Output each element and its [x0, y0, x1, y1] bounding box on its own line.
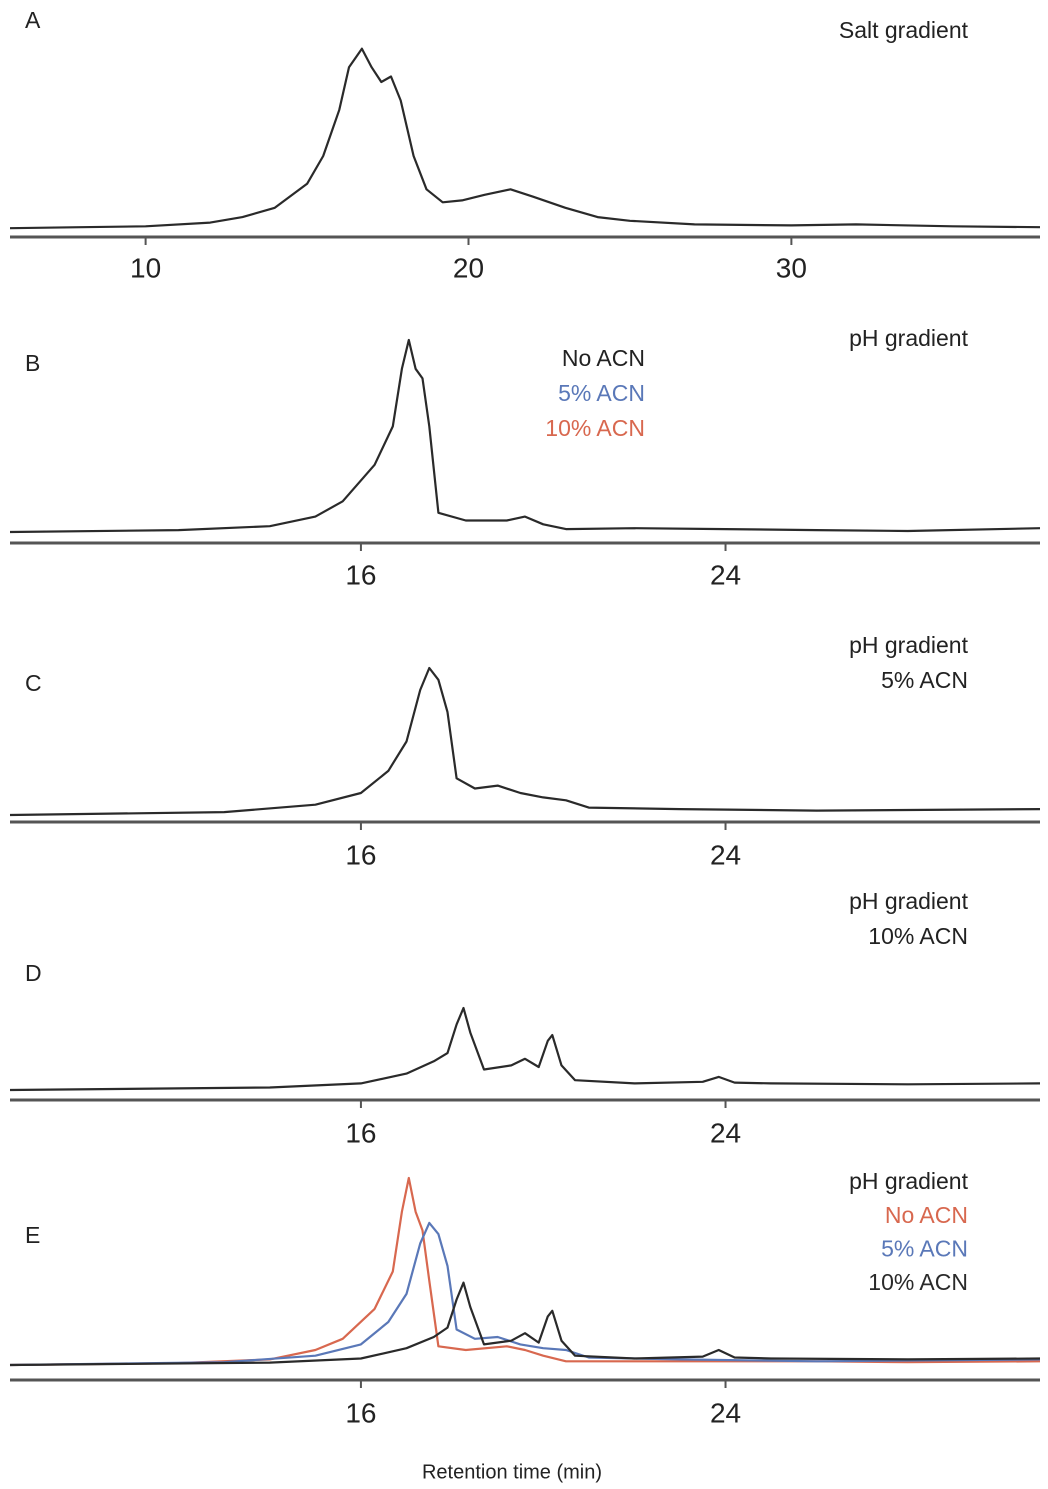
- x-tick-label: 10: [130, 252, 161, 283]
- x-tick-label: 24: [710, 559, 741, 590]
- legend-label: 10% ACN: [868, 1269, 968, 1295]
- panel-title: pH gradient: [849, 632, 969, 658]
- x-tick-label: 16: [345, 1397, 376, 1428]
- x-tick-label: 16: [345, 559, 376, 590]
- x-tick-label: 24: [710, 1117, 741, 1148]
- chromatogram-line: [9, 1176, 1041, 1367]
- legend-label: No ACN: [562, 345, 645, 371]
- x-tick-label: 16: [345, 839, 376, 870]
- panel-label: E: [25, 1222, 40, 1248]
- legend-label: 5% ACN: [881, 1236, 968, 1262]
- x-tick-label: 30: [776, 252, 807, 283]
- chromatogram-line: [9, 47, 1041, 230]
- panel-title: pH gradient: [849, 888, 969, 914]
- panel-label: B: [25, 350, 40, 376]
- legend-label: 10% ACN: [545, 415, 645, 441]
- x-axis-label: Retention time (min): [422, 1461, 602, 1483]
- panel-label: C: [25, 670, 42, 696]
- chromatogram-line: [9, 338, 1041, 534]
- panel-label: D: [25, 960, 42, 986]
- x-tick-label: 24: [710, 839, 741, 870]
- legend-label: No ACN: [885, 1202, 968, 1228]
- chromatogram-line: [9, 666, 1041, 817]
- panel-title: pH gradient: [849, 325, 969, 351]
- x-tick-label: 24: [710, 1397, 741, 1428]
- legend-label: 5% ACN: [558, 380, 645, 406]
- x-tick-label: 16: [345, 1117, 376, 1148]
- chromatogram-line: [9, 1281, 1041, 1367]
- panel-label: A: [25, 7, 41, 33]
- panel-subtitle: 10% ACN: [868, 923, 968, 949]
- chromatogram-line: [9, 1006, 1041, 1092]
- panel-subtitle: 5% ACN: [881, 667, 968, 693]
- panel-title: pH gradient: [849, 1168, 969, 1194]
- x-tick-label: 20: [453, 252, 484, 283]
- panel-title: Salt gradient: [839, 17, 969, 43]
